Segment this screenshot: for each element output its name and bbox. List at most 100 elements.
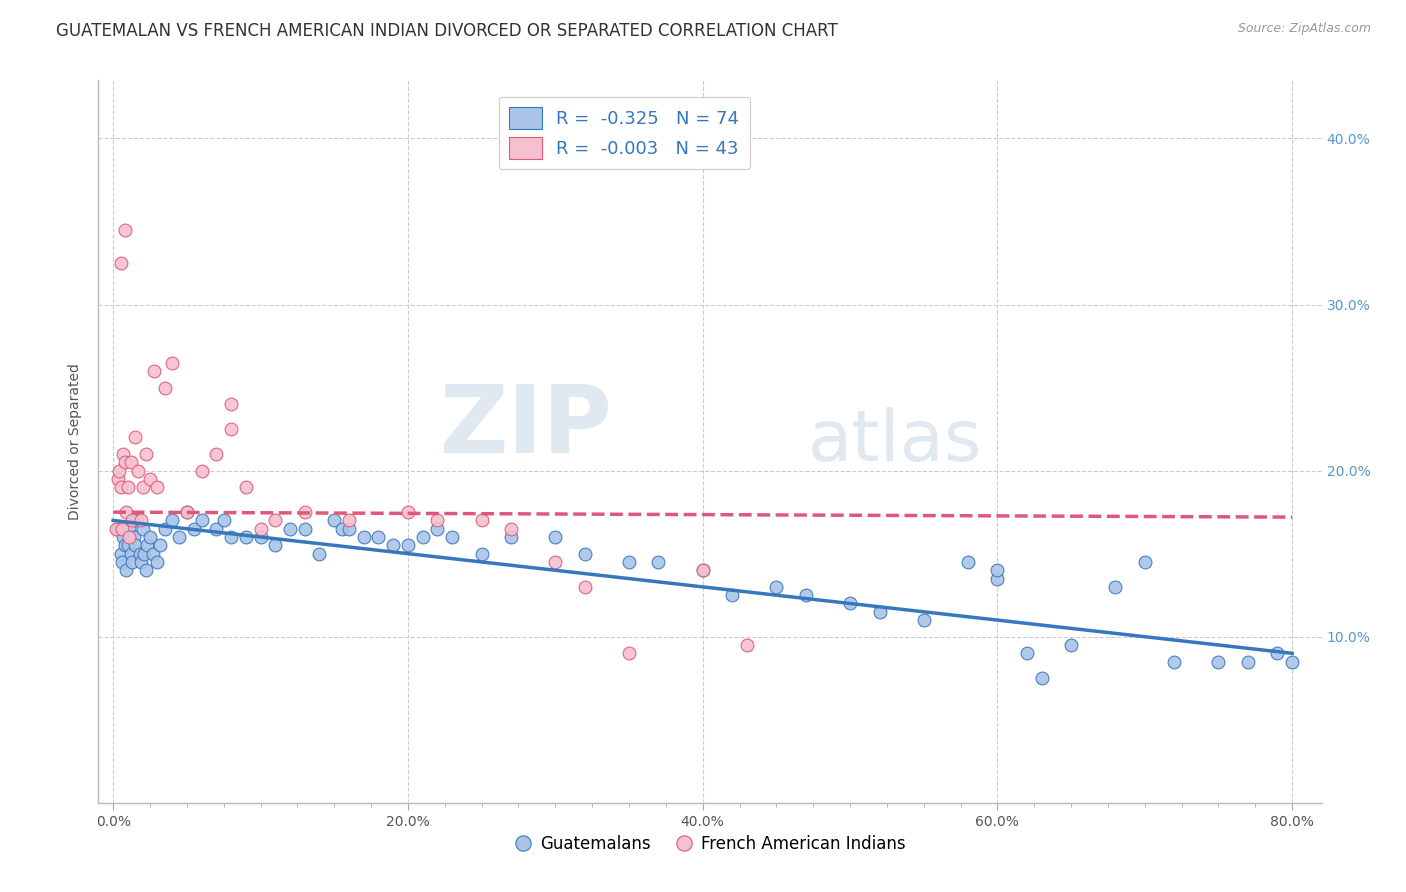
Point (143, 364, 166, 378)
Point (721, 588, 744, 602)
Point (426, 513, 449, 527)
Point (135, 447, 157, 461)
Point (120, 455, 142, 469)
Point (617, 646, 640, 660)
Point (107, 522, 129, 536)
Point (131, 480, 153, 494)
Point (323, 513, 346, 527)
Point (1015, 646, 1038, 660)
Point (115, 563, 138, 577)
Point (235, 480, 257, 494)
Point (146, 480, 169, 494)
Point (121, 513, 143, 527)
Point (1060, 638, 1083, 652)
Point (249, 530, 271, 544)
Point (110, 480, 132, 494)
Point (121, 555, 143, 569)
Point (136, 538, 159, 552)
Point (912, 613, 935, 627)
Point (176, 505, 198, 519)
Point (212, 513, 235, 527)
Point (308, 547, 330, 561)
Point (839, 597, 862, 611)
Point (235, 530, 257, 544)
Text: GUATEMALAN VS FRENCH AMERICAN INDIAN DIVORCED OR SEPARATED CORRELATION CHART: GUATEMALAN VS FRENCH AMERICAN INDIAN DIV… (56, 22, 838, 40)
Point (108, 464, 131, 478)
Point (125, 513, 148, 527)
Point (110, 256, 132, 270)
Point (956, 555, 979, 569)
Point (139, 472, 162, 486)
Point (1237, 655, 1260, 669)
Point (153, 380, 176, 394)
Point (117, 538, 139, 552)
Point (112, 530, 135, 544)
Point (499, 530, 522, 544)
Point (160, 513, 183, 527)
Legend: Guatemalans, French American Indians: Guatemalans, French American Indians (508, 828, 912, 860)
Point (1133, 555, 1156, 569)
Point (153, 522, 176, 536)
Point (115, 505, 138, 519)
Point (135, 563, 157, 577)
Point (869, 605, 891, 619)
Point (142, 547, 165, 561)
Point (1031, 671, 1053, 685)
Point (986, 563, 1008, 577)
Point (169, 530, 191, 544)
Point (118, 530, 141, 544)
Point (120, 547, 142, 561)
Point (1104, 580, 1126, 594)
Point (190, 464, 212, 478)
Point (205, 522, 228, 536)
Point (692, 563, 714, 577)
Point (160, 356, 183, 370)
Point (337, 513, 360, 527)
Point (111, 555, 134, 569)
Text: atlas: atlas (808, 407, 983, 476)
Point (114, 538, 136, 552)
Point (132, 547, 155, 561)
Point (396, 505, 419, 519)
Point (111, 522, 134, 536)
Point (1208, 655, 1230, 669)
Point (471, 547, 494, 561)
Point (131, 522, 153, 536)
Point (1281, 655, 1303, 669)
Y-axis label: Divorced or Separated: Divorced or Separated (69, 363, 83, 520)
Point (112, 447, 135, 461)
Point (294, 505, 316, 519)
Point (367, 530, 389, 544)
Point (499, 522, 522, 536)
Point (146, 555, 169, 569)
Point (441, 530, 464, 544)
Text: Source: ZipAtlas.com: Source: ZipAtlas.com (1237, 22, 1371, 36)
Point (129, 513, 152, 527)
Point (117, 480, 139, 494)
Point (129, 555, 152, 569)
Point (107, 472, 129, 486)
Point (412, 530, 434, 544)
Point (205, 447, 228, 461)
Point (127, 464, 149, 478)
Point (110, 547, 132, 561)
Point (122, 530, 145, 544)
Point (692, 563, 714, 577)
Point (124, 430, 146, 444)
Point (294, 522, 316, 536)
Point (426, 522, 449, 536)
Point (139, 530, 162, 544)
Point (1163, 655, 1185, 669)
Point (330, 522, 353, 536)
Point (544, 555, 567, 569)
Point (264, 513, 287, 527)
Point (183, 522, 205, 536)
Point (149, 538, 172, 552)
Point (574, 580, 596, 594)
Point (1267, 646, 1289, 660)
Point (105, 522, 128, 536)
Point (617, 555, 640, 569)
Point (128, 547, 150, 561)
Point (382, 538, 405, 552)
Point (249, 522, 271, 536)
